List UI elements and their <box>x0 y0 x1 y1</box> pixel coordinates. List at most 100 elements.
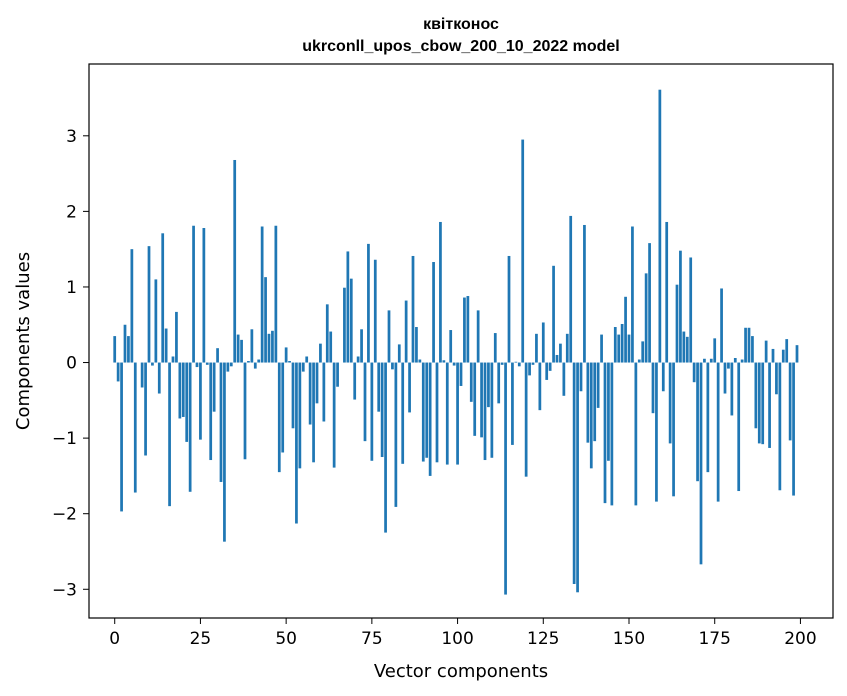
bar <box>795 345 799 363</box>
bar <box>391 362 394 370</box>
bar <box>161 233 165 363</box>
bar <box>487 362 490 408</box>
bar <box>613 327 617 363</box>
bar <box>188 362 192 492</box>
plot-frame <box>88 63 834 619</box>
bar <box>144 362 147 456</box>
bar <box>548 362 552 371</box>
bar <box>367 243 370 363</box>
bar <box>579 362 583 392</box>
bar <box>301 362 305 372</box>
bar <box>562 362 566 396</box>
bar <box>288 361 291 363</box>
bar <box>497 362 501 404</box>
bar <box>411 255 415 363</box>
bar <box>768 362 771 448</box>
bar <box>459 362 463 386</box>
bar <box>127 336 130 363</box>
bar <box>720 288 723 363</box>
bar <box>226 362 230 372</box>
bar <box>696 362 699 482</box>
bar <box>788 362 792 441</box>
bar <box>463 297 466 363</box>
bar <box>754 362 758 429</box>
bar <box>394 362 398 507</box>
bar <box>209 362 213 461</box>
bar <box>322 362 326 422</box>
bar <box>541 322 545 363</box>
bar <box>267 333 271 363</box>
bar <box>668 362 672 444</box>
bar <box>449 330 453 363</box>
x-tick-label: 125 <box>527 629 559 649</box>
bar <box>744 327 747 363</box>
bar <box>195 362 199 368</box>
bar <box>212 362 216 412</box>
bar <box>428 362 432 476</box>
bar <box>572 362 576 584</box>
bar <box>360 329 363 363</box>
bar <box>377 362 381 412</box>
bar <box>627 334 631 363</box>
bar <box>425 362 429 458</box>
bar <box>661 362 665 392</box>
bar <box>679 250 682 363</box>
bar <box>219 362 223 482</box>
bar <box>620 323 624 363</box>
x-tick-label: 175 <box>698 629 730 649</box>
y-tick-label: −3 <box>52 580 77 600</box>
bar <box>130 249 134 363</box>
bar <box>600 334 603 363</box>
bar <box>216 348 219 363</box>
bar <box>514 361 518 363</box>
bar <box>583 224 586 363</box>
bar <box>565 333 569 363</box>
bar <box>353 362 357 400</box>
bar <box>723 362 727 394</box>
bar <box>631 226 634 363</box>
bar <box>229 362 233 367</box>
bar <box>123 324 127 363</box>
bar <box>178 362 182 419</box>
bar <box>147 246 151 363</box>
bar <box>490 362 494 458</box>
bar <box>175 311 178 363</box>
bar <box>332 362 336 468</box>
bar <box>298 362 302 469</box>
bar <box>761 362 765 445</box>
bar <box>747 327 751 363</box>
bar <box>531 362 535 365</box>
bar <box>397 344 401 363</box>
bar <box>452 362 456 366</box>
bar <box>421 362 425 462</box>
bar <box>171 356 175 363</box>
bar <box>596 362 600 408</box>
bar <box>281 362 285 453</box>
bar <box>370 362 374 461</box>
bar <box>380 362 384 458</box>
bar <box>610 362 614 506</box>
bar <box>168 362 171 507</box>
bar <box>648 243 651 363</box>
bar <box>545 362 549 380</box>
bar <box>264 277 267 363</box>
bar <box>730 362 734 416</box>
bar <box>343 287 346 363</box>
bar <box>120 362 123 512</box>
bar <box>655 362 658 502</box>
bar <box>672 362 675 497</box>
x-axis-label: Vector components <box>374 661 548 682</box>
bar <box>751 336 754 363</box>
bar <box>624 296 627 363</box>
bar <box>199 362 202 440</box>
bar <box>637 359 641 363</box>
bar <box>504 362 507 595</box>
bar <box>308 362 312 425</box>
bar <box>284 347 288 363</box>
bar <box>511 362 514 445</box>
bar <box>651 362 655 414</box>
bar <box>737 362 741 492</box>
chart-subtitle: ukrconll_upos_cbow_200_10_2022 model <box>302 38 619 55</box>
bar <box>185 362 189 442</box>
